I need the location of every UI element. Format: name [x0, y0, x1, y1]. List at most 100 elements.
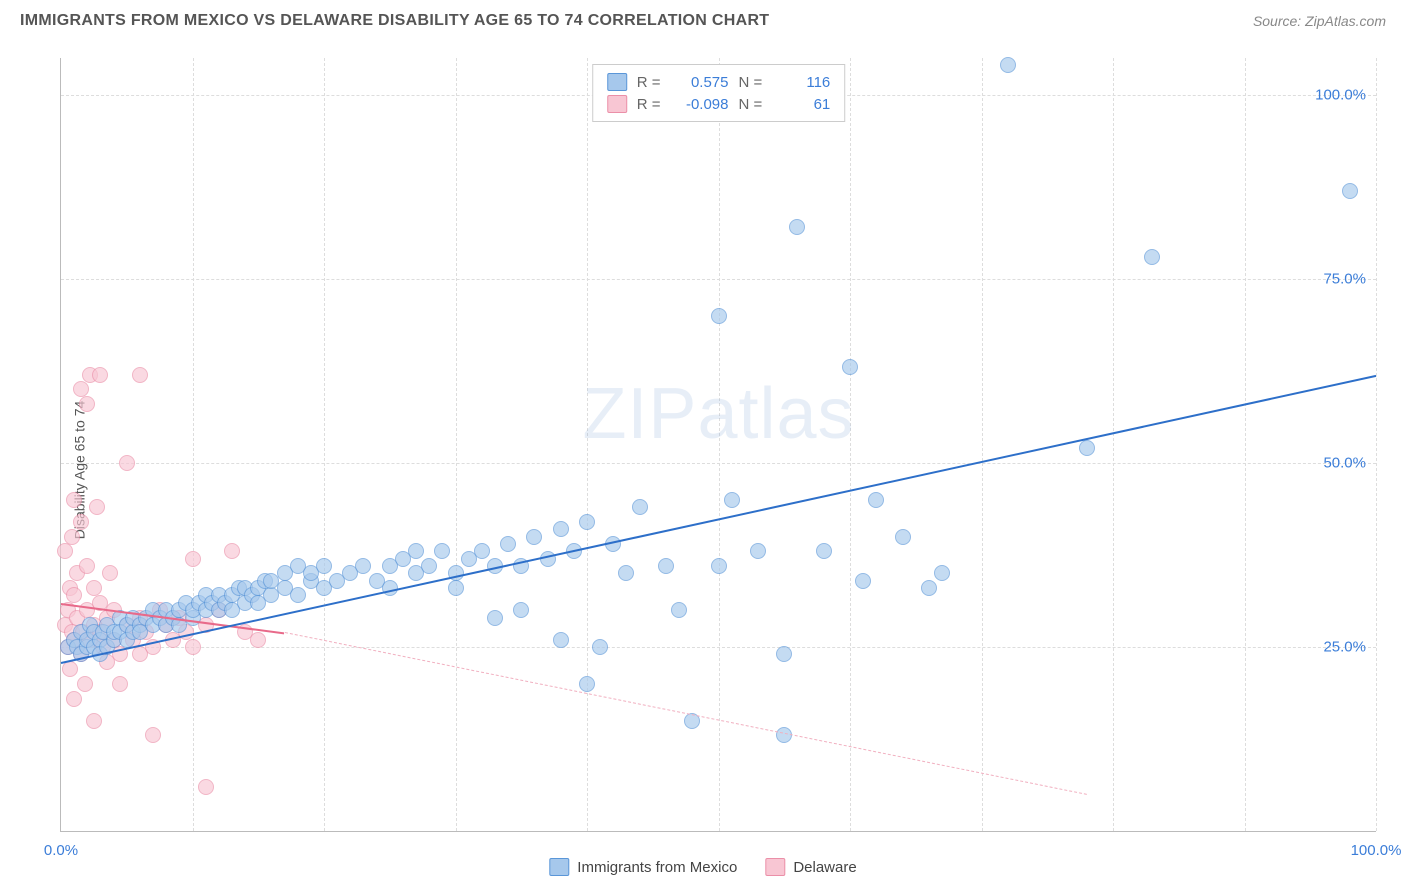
data-point — [62, 661, 78, 677]
data-point — [89, 499, 105, 515]
data-point — [1079, 440, 1095, 456]
r-value-blue: 0.575 — [671, 74, 729, 91]
y-tick-label: 75.0% — [1323, 270, 1366, 287]
data-point — [842, 359, 858, 375]
data-point — [618, 565, 634, 581]
data-point — [553, 632, 569, 648]
data-point — [1000, 57, 1016, 73]
data-point — [895, 529, 911, 545]
data-point — [553, 521, 569, 537]
data-point — [421, 558, 437, 574]
r-label: R = — [637, 96, 661, 113]
data-point — [855, 573, 871, 589]
data-point — [632, 499, 648, 515]
data-point — [868, 492, 884, 508]
data-point — [671, 602, 687, 618]
data-point — [513, 602, 529, 618]
data-point — [500, 536, 516, 552]
legend-item-blue: Immigrants from Mexico — [549, 858, 737, 876]
data-point — [102, 565, 118, 581]
swatch-pink-icon — [765, 858, 785, 876]
legend-label-blue: Immigrants from Mexico — [577, 859, 737, 876]
data-point — [711, 308, 727, 324]
gridline-v — [587, 58, 588, 831]
data-point — [724, 492, 740, 508]
y-tick-label: 25.0% — [1323, 638, 1366, 655]
data-point — [711, 558, 727, 574]
source-citation: Source: ZipAtlas.com — [1253, 13, 1386, 29]
data-point — [73, 381, 89, 397]
gridline-v — [1113, 58, 1114, 831]
legend-label-pink: Delaware — [793, 859, 856, 876]
x-tick-label: 0.0% — [44, 842, 78, 859]
data-point — [66, 691, 82, 707]
data-point — [185, 639, 201, 655]
data-point — [145, 727, 161, 743]
data-point — [776, 646, 792, 662]
legend-row-pink: R = -0.098 N = 61 — [607, 93, 831, 115]
correlation-legend: R = 0.575 N = 116 R = -0.098 N = 61 — [592, 64, 846, 122]
data-point — [1342, 183, 1358, 199]
watermark-atlas: atlas — [697, 374, 854, 454]
data-point — [86, 580, 102, 596]
data-point — [86, 713, 102, 729]
data-point — [73, 514, 89, 530]
data-point — [789, 219, 805, 235]
data-point — [77, 676, 93, 692]
data-point — [119, 455, 135, 471]
data-point — [487, 610, 503, 626]
series-legend: Immigrants from Mexico Delaware — [549, 858, 856, 876]
data-point — [448, 580, 464, 596]
data-point — [434, 543, 450, 559]
gridline-v — [982, 58, 983, 831]
data-point — [198, 779, 214, 795]
data-point — [592, 639, 608, 655]
gridline-v — [456, 58, 457, 831]
data-point — [1144, 249, 1160, 265]
data-point — [250, 632, 266, 648]
source-label: Source: — [1253, 13, 1305, 29]
data-point — [132, 367, 148, 383]
data-point — [79, 558, 95, 574]
chart-title: IMMIGRANTS FROM MEXICO VS DELAWARE DISAB… — [20, 12, 769, 30]
r-label: R = — [637, 74, 661, 91]
gridline-v — [1245, 58, 1246, 831]
chart-area: Disability Age 65 to 74 R = 0.575 N = 11… — [0, 48, 1406, 892]
regression-line — [284, 632, 1086, 795]
n-value-pink: 61 — [772, 96, 830, 113]
gridline-v — [193, 58, 194, 831]
y-tick-label: 100.0% — [1315, 86, 1366, 103]
gridline-v — [1376, 58, 1377, 831]
y-tick-label: 50.0% — [1323, 454, 1366, 471]
legend-item-pink: Delaware — [765, 858, 856, 876]
data-point — [112, 676, 128, 692]
n-value-blue: 116 — [772, 74, 830, 91]
n-label: N = — [739, 74, 763, 91]
data-point — [408, 543, 424, 559]
data-point — [579, 676, 595, 692]
data-point — [776, 727, 792, 743]
x-tick-label: 100.0% — [1351, 842, 1402, 859]
n-label: N = — [739, 96, 763, 113]
data-point — [934, 565, 950, 581]
plot-region: R = 0.575 N = 116 R = -0.098 N = 61 ZIPa… — [60, 58, 1376, 832]
gridline-v — [324, 58, 325, 831]
data-point — [66, 587, 82, 603]
swatch-blue-icon — [549, 858, 569, 876]
data-point — [579, 514, 595, 530]
data-point — [290, 587, 306, 603]
data-point — [750, 543, 766, 559]
gridline-v — [719, 58, 720, 831]
data-point — [658, 558, 674, 574]
data-point — [316, 558, 332, 574]
gridline-v — [850, 58, 851, 831]
chart-header: IMMIGRANTS FROM MEXICO VS DELAWARE DISAB… — [0, 0, 1406, 38]
data-point — [66, 492, 82, 508]
data-point — [526, 529, 542, 545]
data-point — [64, 529, 80, 545]
data-point — [185, 551, 201, 567]
data-point — [57, 543, 73, 559]
r-value-pink: -0.098 — [671, 96, 729, 113]
data-point — [79, 396, 95, 412]
source-value: ZipAtlas.com — [1305, 13, 1386, 29]
